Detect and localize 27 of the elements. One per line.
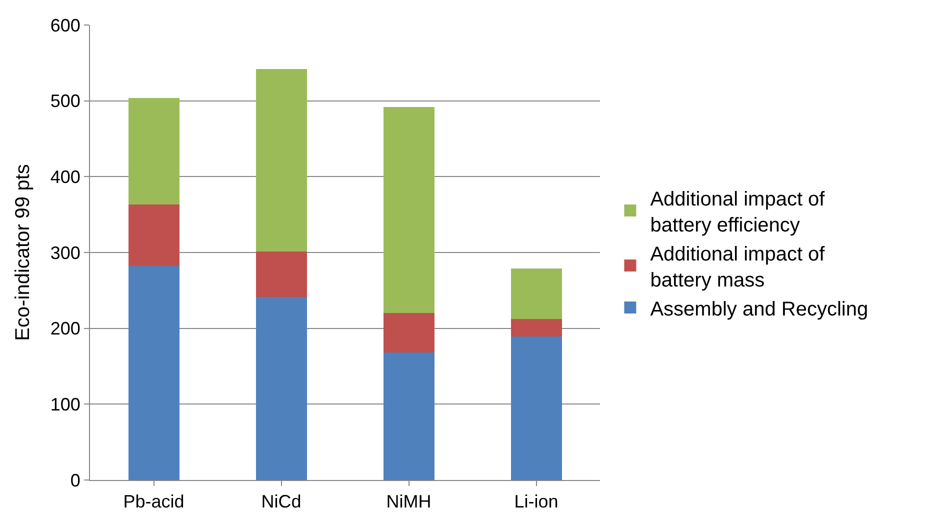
bar [128,98,180,205]
bar [510,319,562,337]
y-tick-label: 600 [50,15,80,36]
legend-label: Additional impact of battery efficiency [650,188,826,236]
bar [128,204,180,266]
bar [256,252,307,298]
y-tick-label: 500 [50,91,80,112]
bar [383,313,434,353]
x-tick-label: NiCd [261,492,302,512]
x-tick-label: Pb-acid [123,492,184,512]
bar [383,352,434,480]
y-tick-label: 0 [70,470,80,490]
y-tick-label: 100 [50,394,80,414]
x-tick-label: NiMH [386,492,432,512]
y-axis-title: Eco-indicator 99 pts [12,164,34,341]
bar [128,266,180,480]
bar [510,336,562,480]
y-tick-label: 400 [50,166,80,187]
x-tick-label: Li-ion [514,492,558,512]
bar [256,297,307,480]
legend-label: Additional impact of battery mass [650,243,826,292]
y-tick-label: 200 [50,318,80,339]
bar [510,268,562,320]
y-tick-label: 300 [50,242,80,263]
bar [383,106,434,314]
legend-label: Assembly and Recycling [650,298,868,320]
bar [256,68,307,252]
